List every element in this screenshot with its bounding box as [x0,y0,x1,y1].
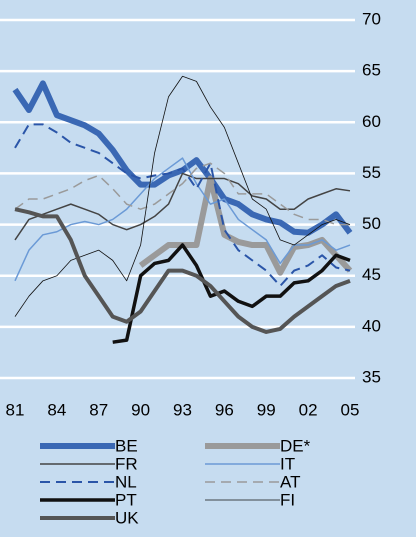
x-tick-label: 90 [131,400,150,419]
y-tick-label: 60 [362,112,381,131]
x-tick-label: 96 [215,400,234,419]
series-line [14,172,351,241]
series-line [12,80,353,236]
series-line [14,123,351,287]
y-tick-label: 35 [362,367,381,386]
y-tick-label: 45 [362,265,381,284]
x-tick-label: 81 [6,400,25,419]
series-line [14,162,350,226]
series-line [14,207,351,334]
y-tick-label: 50 [362,214,381,233]
legend-label: NL [115,472,137,491]
x-tick-label: 87 [89,400,108,419]
legend-label: DE* [280,436,311,455]
legend-label: BE [115,436,138,455]
x-tick-label: 84 [47,400,66,419]
x-tick-label: 93 [173,400,192,419]
series-line [14,75,351,317]
legend-label: IT [280,454,295,473]
legend-label: UK [115,508,139,527]
series-line [14,157,351,282]
x-tick-label: 02 [299,400,318,419]
legend-label: AT [280,472,300,491]
legend-label: PT [115,490,137,509]
y-tick-label: 65 [362,61,381,80]
legend-label: FR [115,454,138,473]
x-tick-label: 99 [257,400,276,419]
legend-label: FI [280,490,295,509]
y-tick-label: 40 [362,316,381,335]
series-line [112,243,351,344]
y-tick-label: 55 [362,163,381,182]
x-tick-label: 05 [341,400,360,419]
y-tick-label: 70 [362,9,381,28]
